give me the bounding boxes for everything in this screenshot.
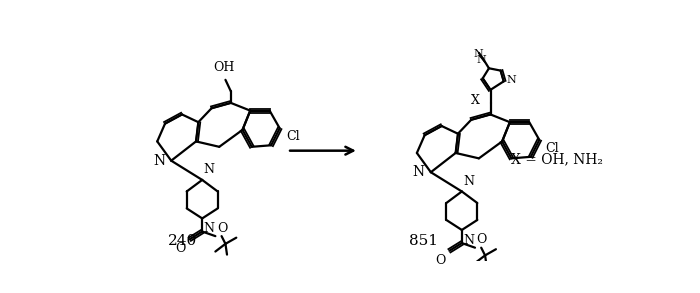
Text: N: N (412, 165, 425, 179)
Text: X = OH, NH₂: X = OH, NH₂ (511, 152, 603, 166)
Text: N: N (153, 154, 165, 168)
Text: N: N (463, 234, 475, 247)
Text: N: N (473, 49, 483, 59)
Text: N: N (507, 75, 517, 85)
Text: X: X (471, 94, 480, 107)
Text: 851: 851 (410, 234, 438, 248)
Text: N: N (204, 163, 215, 176)
Text: O: O (217, 222, 228, 235)
Text: O: O (176, 242, 186, 255)
Text: N: N (476, 55, 486, 65)
Text: OH: OH (214, 61, 235, 74)
Text: N: N (204, 222, 215, 235)
Text: O: O (435, 254, 446, 267)
Text: 240: 240 (168, 234, 197, 248)
Text: Cl: Cl (286, 130, 300, 143)
Text: N: N (463, 175, 475, 188)
Text: O: O (477, 233, 487, 246)
Text: Cl: Cl (545, 142, 559, 155)
